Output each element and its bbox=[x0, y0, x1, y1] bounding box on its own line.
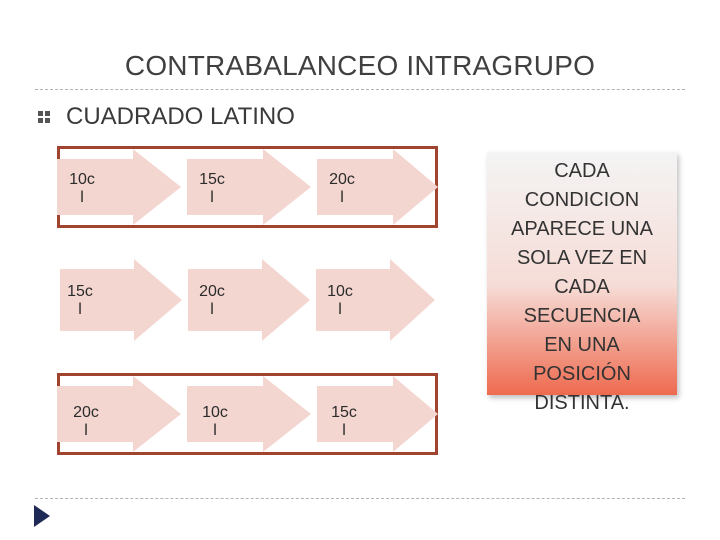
process-arrows bbox=[57, 376, 438, 452]
cell-r1-c3: 20c l bbox=[329, 171, 355, 206]
bottom-divider bbox=[35, 498, 685, 499]
cell-r3-c1: 20c l bbox=[73, 404, 99, 439]
cell-r1-c1: 10c l bbox=[69, 171, 95, 206]
process-arrows bbox=[60, 259, 435, 341]
cell-r3-c3: 15c l bbox=[331, 404, 357, 439]
cell-r3-c2: 10c l bbox=[202, 404, 228, 439]
next-slide-arrow-icon[interactable] bbox=[32, 503, 52, 529]
sequence-row-1: 10c l 15c l 20c l bbox=[57, 146, 438, 228]
cell-r1-c2: 15c l bbox=[199, 171, 225, 206]
sequence-row-2: 15c l 20c l 10c l bbox=[60, 259, 435, 341]
sequence-row-3: 20c l 10c l 15c l bbox=[57, 373, 438, 455]
callout-box bbox=[487, 152, 677, 395]
top-divider bbox=[35, 89, 685, 90]
cell-r2-c3: 10c l bbox=[327, 283, 353, 318]
callout-text: CADA CONDICION APARECE UNA SOLA VEZ EN C… bbox=[511, 160, 653, 414]
cell-r2-c2: 20c l bbox=[199, 283, 225, 318]
slide-title: CONTRABALANCEO INTRAGRUPO bbox=[124, 50, 596, 81]
cell-r2-c1: 15c l bbox=[67, 283, 93, 318]
bullet-text: CUADRADO LATINO bbox=[66, 103, 295, 130]
process-arrows bbox=[57, 149, 438, 225]
wingding-bullet-icon bbox=[38, 111, 50, 123]
